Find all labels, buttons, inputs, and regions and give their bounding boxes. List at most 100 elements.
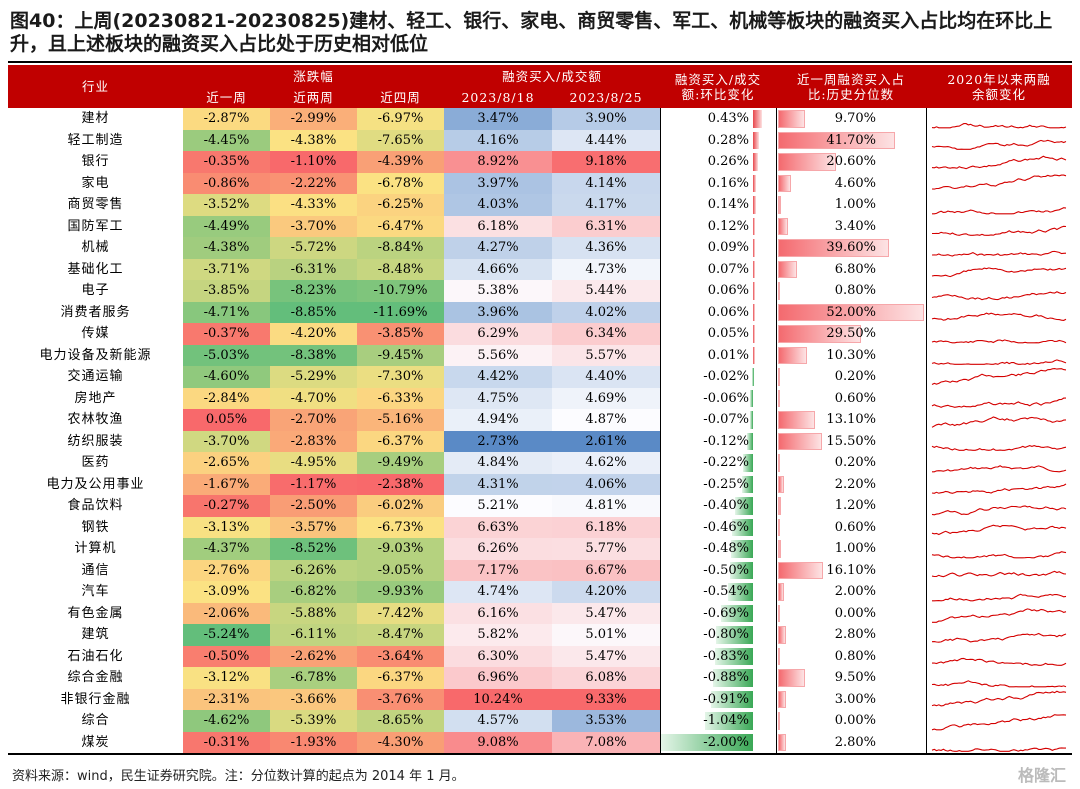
change-4w: -6.73% xyxy=(357,516,444,538)
percentile-value: 13.10% xyxy=(826,412,876,427)
industry-name: 传媒 xyxy=(81,326,110,341)
industry-name: 交通运输 xyxy=(67,369,124,384)
change-1w: -1.67% xyxy=(183,473,270,495)
change-value: -0.88% xyxy=(703,670,749,685)
percentile-value: 10.30% xyxy=(826,347,876,363)
industry-name: 家电 xyxy=(81,175,110,191)
ratio-0818: 5.38% xyxy=(444,280,552,302)
change-4w: -9.93% xyxy=(357,581,444,603)
change-2w: -4.20% xyxy=(270,323,357,345)
percentile-bar xyxy=(778,174,791,192)
change-value: -0.06% xyxy=(703,390,749,406)
table-row: 综合金融 -3.12% -6.78% -6.37% 6.96% 6.08% -0.88% 9.… xyxy=(8,667,1072,689)
ratio-0825: 2.61% xyxy=(552,430,660,452)
percentile-value: 29.50% xyxy=(826,326,876,341)
table-row: 商贸零售 -3.52% -4.33% -6.25% 4.03% 4.17% 0.14% 1.0… xyxy=(8,194,1072,216)
ratio-0818: 8.92% xyxy=(444,151,552,173)
ratio-0825: 6.31% xyxy=(552,215,660,237)
ratio-0825: 4.02% xyxy=(552,301,660,323)
industry-name: 消费者服务 xyxy=(60,304,131,320)
change-4w: -7.42% xyxy=(357,602,444,624)
change-bar xyxy=(753,110,762,128)
table-row: 电子 -3.85% -8.23% -10.79% 5.38% 5.44% 0.06% 0.80… xyxy=(8,280,1072,302)
ratio-0825: 9.18% xyxy=(552,151,660,173)
change-value: -0.48% xyxy=(703,541,749,556)
ratio-0818: 6.29% xyxy=(444,323,552,345)
sparkline xyxy=(931,291,1067,301)
change-2w: -5.72% xyxy=(270,237,357,259)
percentile-bar xyxy=(778,540,781,558)
ratio-0825: 4.69% xyxy=(552,387,660,409)
change-value: -1.04% xyxy=(703,713,749,728)
ratio-0825: 9.33% xyxy=(552,688,660,710)
change-1w: -4.38% xyxy=(183,237,270,259)
percentile-bar xyxy=(778,260,798,278)
industry-name: 轻工制造 xyxy=(67,132,124,148)
change-bar xyxy=(730,561,753,579)
change-value: 0.09% xyxy=(707,240,749,255)
percentile-value: 6.80% xyxy=(834,261,876,277)
ratio-0818: 4.57% xyxy=(444,710,552,732)
table-row: 汽车 -3.09% -6.82% -9.93% 4.74% 4.20% -0.54% 2.00… xyxy=(8,581,1072,603)
industry-name: 食品饮料 xyxy=(67,498,124,513)
ratio-0825: 5.44% xyxy=(552,280,660,302)
change-1w: 0.05% xyxy=(183,409,270,431)
source-note: 资料来源：wind，民生证券研究院。注：分位数计算的起点为 2014 年 1 月… xyxy=(12,769,465,784)
change-4w: -8.48% xyxy=(357,258,444,280)
industry-name: 钢铁 xyxy=(81,519,110,535)
change-bar xyxy=(753,131,759,149)
table-row: 机械 -4.38% -5.72% -8.84% 4.27% 4.36% 0.09% 39.60… xyxy=(8,237,1072,259)
percentile-bar xyxy=(778,196,781,214)
change-4w: -6.37% xyxy=(357,430,444,452)
sparkline xyxy=(931,139,1067,150)
change-bar xyxy=(741,475,753,493)
header-change: 融资买入/成交 额:环比变化 xyxy=(674,71,762,102)
percentile-bar xyxy=(778,325,861,343)
watermark: 格隆汇 xyxy=(1017,766,1066,785)
change-1w: -5.03% xyxy=(183,344,270,366)
percentile-bar xyxy=(778,690,787,708)
change-4w: -6.25% xyxy=(357,194,444,216)
industry-name: 银行 xyxy=(81,154,110,169)
ratio-0825: 5.77% xyxy=(552,538,660,560)
percentile-value: 0.20% xyxy=(834,369,876,384)
change-value: 0.26% xyxy=(707,154,749,169)
change-bar xyxy=(712,669,753,687)
percentile-value: 0.60% xyxy=(834,390,876,406)
percentile-bar xyxy=(778,303,924,321)
change-2w: -2.70% xyxy=(270,409,357,431)
sparkline xyxy=(931,359,1067,365)
change-bar xyxy=(753,239,755,257)
change-bar xyxy=(716,626,753,644)
change-4w: -4.39% xyxy=(357,151,444,173)
sparkline xyxy=(931,416,1067,428)
change-1w: -4.60% xyxy=(183,366,270,388)
ratio-0825: 4.06% xyxy=(552,473,660,495)
sparkline xyxy=(932,593,1067,602)
change-bar xyxy=(711,690,753,708)
change-2w: -6.82% xyxy=(270,581,357,603)
change-1w: -2.76% xyxy=(183,559,270,581)
sparkline xyxy=(931,250,1067,257)
change-4w: -3.85% xyxy=(357,323,444,345)
ratio-0818: 4.94% xyxy=(444,409,552,431)
ratio-0818: 4.84% xyxy=(444,452,552,474)
change-value: -0.50% xyxy=(703,562,749,578)
percentile-bar xyxy=(778,432,822,450)
change-2w: -1.10% xyxy=(270,151,357,173)
ratio-0818: 10.24% xyxy=(444,688,552,710)
ratio-0825: 6.34% xyxy=(552,323,660,345)
change-4w: -6.47% xyxy=(357,215,444,237)
change-1w: -3.52% xyxy=(183,194,270,216)
change-1w: -3.09% xyxy=(183,581,270,603)
table-row: 交通运输 -4.60% -5.29% -7.30% 4.42% 4.40% -0.02% 0.… xyxy=(8,366,1072,388)
ratio-0818: 3.96% xyxy=(444,301,552,323)
change-2w: -4.70% xyxy=(270,387,357,409)
change-2w: -2.22% xyxy=(270,172,357,194)
change-bar xyxy=(714,647,753,665)
change-2w: -3.57% xyxy=(270,516,357,538)
change-1w: -3.70% xyxy=(183,430,270,452)
table-row: 传媒 -0.37% -4.20% -3.85% 6.29% 6.34% 0.05% 29.50… xyxy=(8,323,1072,345)
change-value: -0.91% xyxy=(703,691,749,707)
change-value: 0.43% xyxy=(707,111,749,126)
